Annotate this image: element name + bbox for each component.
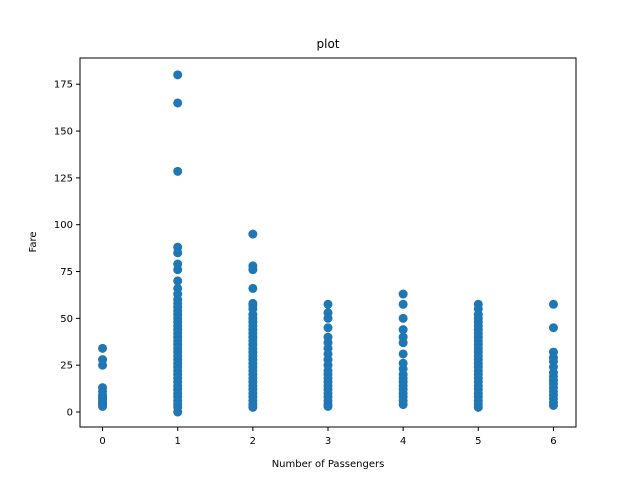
data-point [548, 299, 558, 309]
data-point [398, 289, 408, 299]
data-point [323, 313, 333, 323]
x-tick-label: 2 [250, 436, 256, 447]
y-tick-label: 175 [54, 80, 73, 91]
y-tick-label: 0 [67, 408, 73, 419]
data-point [473, 402, 483, 412]
x-tick-label: 1 [175, 436, 181, 447]
x-tick-label: 6 [550, 436, 556, 447]
data-point [323, 401, 333, 411]
data-point [173, 98, 183, 108]
data-point [398, 313, 408, 323]
data-point [548, 400, 558, 410]
data-point [248, 265, 258, 275]
data-point [173, 248, 183, 258]
data-point [548, 323, 558, 333]
data-point [173, 407, 183, 417]
data-point [173, 70, 183, 80]
y-tick-label: 75 [60, 267, 73, 278]
data-point [173, 166, 183, 176]
data-point [173, 276, 183, 286]
data-point [173, 265, 183, 275]
data-point [323, 323, 333, 333]
y-axis-label: Fare [28, 231, 39, 252]
y-tick-label: 100 [54, 220, 73, 231]
y-tick-label: 25 [60, 361, 73, 372]
x-axis-label: Number of Passengers [272, 459, 385, 470]
data-point [248, 229, 258, 239]
plot-area-frame [79, 57, 577, 428]
data-point [398, 325, 408, 335]
axes-layer: 0 1 2 3 4 5 6 0 25 50 75 100 125 150 175 [54, 80, 557, 447]
data-point [398, 349, 408, 359]
x-tick-label: 3 [325, 436, 331, 447]
data-point [248, 402, 258, 412]
data-point [98, 343, 108, 353]
data-point [398, 400, 408, 410]
x-tick-label: 5 [475, 436, 481, 447]
y-tick-label: 125 [54, 173, 73, 184]
data-point [323, 299, 333, 309]
chart-title: plot [317, 37, 340, 51]
data-point [98, 401, 108, 411]
data-point [398, 299, 408, 309]
y-tick-label: 150 [54, 127, 73, 138]
points-layer [98, 70, 558, 417]
x-tick-label: 4 [400, 436, 406, 447]
x-tick-label: 0 [99, 436, 105, 447]
data-point [98, 360, 108, 370]
y-tick-label: 50 [60, 314, 73, 325]
data-point [398, 338, 408, 348]
data-point [248, 283, 258, 293]
